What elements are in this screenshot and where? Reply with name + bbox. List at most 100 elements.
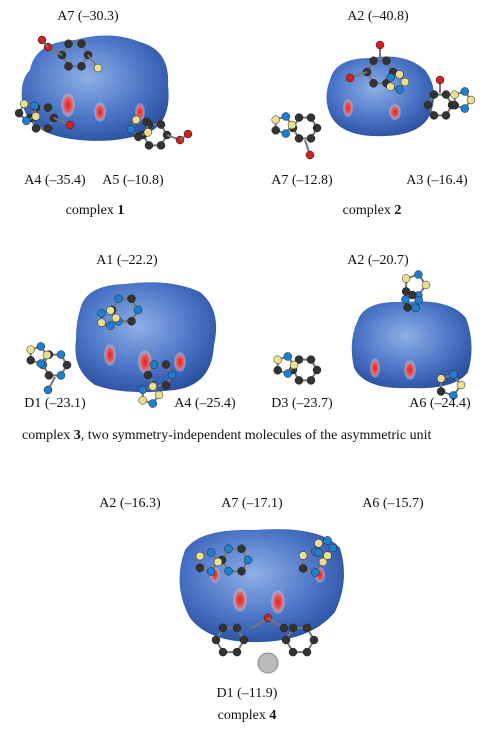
atom-or-bond <box>66 121 74 129</box>
atom-or-bond <box>43 351 51 359</box>
atom-or-bond <box>139 396 147 404</box>
caption: complex 3, two symmetry-independent mole… <box>22 425 474 447</box>
atom-or-bond <box>299 552 307 560</box>
atom-or-bond <box>219 624 227 632</box>
label: A4 (–35.4) <box>24 173 86 188</box>
atom-or-bond <box>65 40 73 48</box>
label: A2 (–40.8) <box>347 9 409 24</box>
atom-or-bond <box>196 564 204 572</box>
caption: complex 1 <box>66 203 125 218</box>
atom-or-bond <box>289 648 297 656</box>
atom-or-bond <box>284 370 292 378</box>
atom-or-bond <box>157 141 165 149</box>
atom-or-bond <box>395 86 403 94</box>
atom-or-bond <box>32 112 40 120</box>
atom-or-bond <box>401 78 409 86</box>
atom-or-bond <box>437 387 445 395</box>
atom-or-bond <box>132 116 140 124</box>
atom-or-bond <box>370 57 378 65</box>
atom-or-bond <box>449 371 457 379</box>
atom-or-bond <box>44 104 52 112</box>
atom-or-bond <box>157 121 165 129</box>
atom-or-bond <box>225 567 233 575</box>
atom-or-bond <box>106 322 114 330</box>
atom-or-bond <box>387 73 395 81</box>
atom-or-bond <box>134 306 142 314</box>
atom-or-bond <box>290 361 298 369</box>
atom-or-bond <box>422 281 430 289</box>
atom-or-bond <box>134 133 142 141</box>
atom-or-bond <box>219 648 227 656</box>
atom-or-bond <box>282 636 290 644</box>
atom-or-bond <box>401 295 409 303</box>
atom-or-bond <box>238 567 246 575</box>
atom-or-bond <box>387 83 395 91</box>
atom-or-bond <box>144 371 152 379</box>
atom-or-bond <box>415 296 423 304</box>
atom-or-bond <box>272 126 280 134</box>
atom-or-bond <box>128 317 136 325</box>
atom-or-bond <box>44 386 52 394</box>
atom-or-bond <box>412 304 420 312</box>
atom-or-bond <box>430 111 438 119</box>
atom-or-bond <box>214 558 222 566</box>
atom-or-bond <box>20 100 28 108</box>
atom-or-bond <box>376 41 384 49</box>
caption: complex 4 <box>218 708 277 723</box>
atom-or-bond <box>78 62 86 70</box>
atom-or-bond <box>282 112 290 120</box>
caption: complex 2 <box>343 203 402 218</box>
atom-or-bond <box>307 376 315 384</box>
atom-or-bond <box>307 114 315 122</box>
atom-or-bond <box>207 568 215 576</box>
atom-or-bond <box>303 624 311 632</box>
atom-or-bond <box>457 381 465 389</box>
atom-or-bond <box>37 342 45 350</box>
atom-or-bond <box>461 105 469 113</box>
atom-or-bond <box>184 130 192 138</box>
atom-or-bond <box>94 64 102 72</box>
atom-or-bond <box>395 70 403 78</box>
atom-or-bond <box>437 375 445 383</box>
atom-or-bond <box>430 91 438 99</box>
atom-or-bond <box>233 624 241 632</box>
atom-or-bond <box>315 549 323 557</box>
label: A7 (–12.8) <box>271 173 333 188</box>
atom-or-bond <box>106 306 114 314</box>
atom-or-bond <box>306 151 314 159</box>
atom-or-bond <box>310 636 318 644</box>
atom-or-bond <box>57 351 65 359</box>
atom-or-bond <box>402 275 410 283</box>
atom-or-bond <box>63 361 71 369</box>
atom-or-bond <box>27 346 35 354</box>
atom-or-bond <box>149 400 157 408</box>
atom-or-bond <box>32 124 40 132</box>
atom-or-bond <box>144 128 152 136</box>
atom-or-bond <box>244 556 252 564</box>
label: A7 (–17.1) <box>221 496 283 511</box>
atom-or-bond <box>299 564 307 572</box>
atom-or-bond <box>27 356 35 364</box>
atom-or-bond <box>233 648 241 656</box>
atom-or-bond <box>404 303 412 311</box>
atom-or-bond <box>288 121 296 129</box>
label: A2 (–16.3) <box>99 496 161 511</box>
atom-or-bond <box>383 57 391 65</box>
atom-or-bond <box>22 117 30 125</box>
atom-or-bond <box>313 124 321 132</box>
atom-or-bond <box>196 552 204 560</box>
caption-number: 2 <box>394 203 401 218</box>
caption-number: 1 <box>117 203 124 218</box>
atom-or-bond <box>274 356 282 364</box>
atom-or-bond <box>238 545 246 553</box>
atom-or-bond <box>346 74 354 82</box>
atom-or-bond <box>295 114 303 122</box>
atom-or-bond <box>370 79 378 87</box>
label: A4 (–25.4) <box>174 396 236 411</box>
atom-or-bond <box>408 291 416 299</box>
atom-or-bond <box>225 545 233 553</box>
atom-or-bond <box>57 371 65 379</box>
label: A6 (–24.4) <box>409 396 471 411</box>
atom-or-bond <box>38 36 46 44</box>
atom-or-bond <box>295 134 303 142</box>
